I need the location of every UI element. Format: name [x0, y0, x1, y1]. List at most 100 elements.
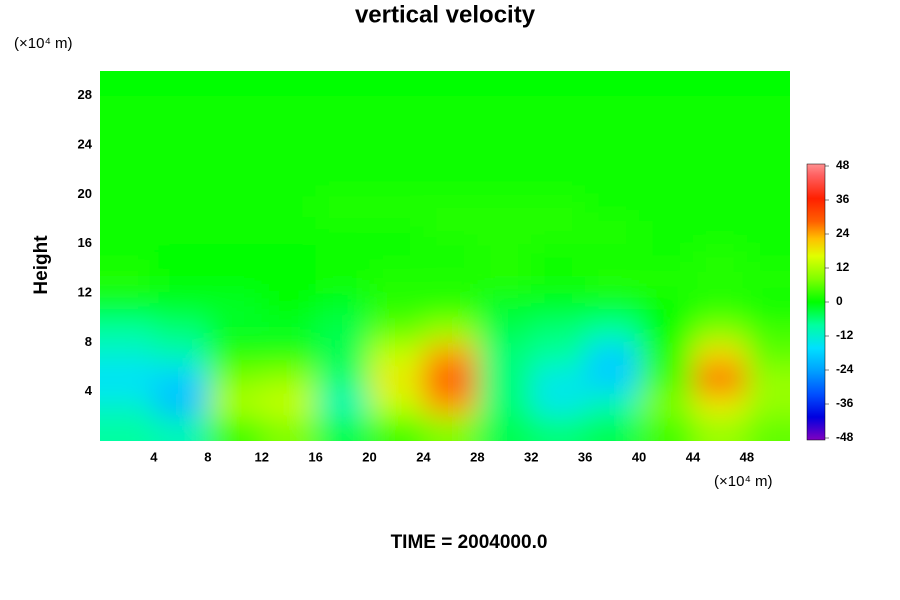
- y-axis-label: Height: [31, 235, 52, 295]
- field-cell: [639, 194, 694, 220]
- field-cell: [585, 342, 640, 368]
- colorbar-tick-label: -12: [836, 328, 854, 342]
- field-cell: [207, 268, 263, 294]
- field-cell: [477, 71, 532, 97]
- field-cell: [692, 243, 748, 269]
- field-cell: [261, 169, 317, 195]
- field-cell: [315, 169, 371, 195]
- field: [100, 71, 790, 441]
- footer: TIME = 2004000.0: [391, 532, 548, 553]
- colorbar-tick-label: -24: [836, 362, 854, 376]
- field-cell: [692, 416, 748, 441]
- field-cell: [100, 95, 155, 121]
- field-cell: [100, 293, 155, 319]
- field-cell: [315, 317, 371, 343]
- field-cell: [315, 95, 371, 121]
- field-cell: [639, 391, 694, 417]
- field-cell: [315, 219, 371, 245]
- field-cell: [531, 145, 586, 171]
- field-cell: [207, 367, 263, 393]
- field-cell: [477, 194, 532, 220]
- field-cell: [207, 120, 263, 146]
- x-tick-label: 4: [150, 449, 158, 464]
- field-cell: [477, 293, 532, 319]
- x-tick-label: 16: [308, 449, 322, 464]
- field-cell: [531, 268, 586, 294]
- field-cell: [746, 416, 790, 441]
- field-cell: [207, 416, 263, 441]
- field-cell: [423, 145, 478, 171]
- field-cell: [100, 367, 155, 393]
- field-cell: [315, 194, 371, 220]
- field-cell: [639, 416, 694, 441]
- field-cell: [585, 317, 640, 343]
- field-cell: [315, 293, 371, 319]
- y-unit: (×10⁴ m): [14, 35, 73, 52]
- field-cell: [423, 293, 478, 319]
- field-cell: [746, 243, 790, 269]
- field-cell: [315, 268, 371, 294]
- field-cell: [207, 95, 263, 121]
- field-cell: [585, 391, 640, 417]
- field-cell: [585, 71, 640, 97]
- field-cell: [261, 145, 317, 171]
- x-tick-label: 8: [204, 449, 211, 464]
- field-cell: [692, 391, 748, 417]
- field-cell: [153, 71, 209, 97]
- field-cell: [153, 95, 209, 121]
- field-cell: [423, 243, 478, 269]
- field-cell: [692, 219, 748, 245]
- field-cell: [153, 219, 209, 245]
- colorbar-tick-label: -36: [836, 396, 854, 410]
- field-cell: [369, 169, 424, 195]
- field-cell: [261, 416, 317, 441]
- field-cell: [100, 416, 155, 441]
- field-cell: [261, 120, 317, 146]
- field-cell: [746, 145, 790, 171]
- field-cell: [585, 367, 640, 393]
- field-cell: [261, 367, 317, 393]
- field-cell: [315, 120, 371, 146]
- field-cell: [369, 268, 424, 294]
- field-cell: [746, 169, 790, 195]
- field-cell: [315, 342, 371, 368]
- x-unit: (×10⁴ m): [714, 473, 773, 490]
- field-cell: [639, 120, 694, 146]
- colorbar-tick-label: 48: [836, 158, 850, 172]
- field-cell: [261, 71, 317, 97]
- field-cell: [477, 391, 532, 417]
- field-cell: [585, 293, 640, 319]
- field-cell: [746, 293, 790, 319]
- field-cell: [639, 169, 694, 195]
- field-cell: [315, 145, 371, 171]
- field-cell: [423, 268, 478, 294]
- field-cell: [153, 120, 209, 146]
- field-cell: [746, 391, 790, 417]
- field-cell: [423, 416, 478, 441]
- colorbar-tick-label: 0: [836, 294, 843, 308]
- field-cell: [531, 317, 586, 343]
- y-tick-label: 28: [78, 87, 92, 102]
- field-cell: [692, 194, 748, 220]
- field-cell: [477, 95, 532, 121]
- field-cell: [315, 243, 371, 269]
- field-cell: [531, 367, 586, 393]
- field-cell: [531, 95, 586, 121]
- field-cell: [153, 342, 209, 368]
- field-cell: [153, 293, 209, 319]
- field-cell: [585, 219, 640, 245]
- field-cell: [369, 120, 424, 146]
- field-cell: [477, 317, 532, 343]
- field-cell: [585, 416, 640, 441]
- field-cell: [369, 416, 424, 441]
- field-cell: [639, 293, 694, 319]
- field-cell: [315, 391, 371, 417]
- field-cell: [477, 145, 532, 171]
- field-cell: [261, 219, 317, 245]
- field-cell: [100, 243, 155, 269]
- x-tick-label: 28: [470, 449, 484, 464]
- field-cell: [477, 219, 532, 245]
- field-cell: [531, 416, 586, 441]
- field-cell: [692, 71, 748, 97]
